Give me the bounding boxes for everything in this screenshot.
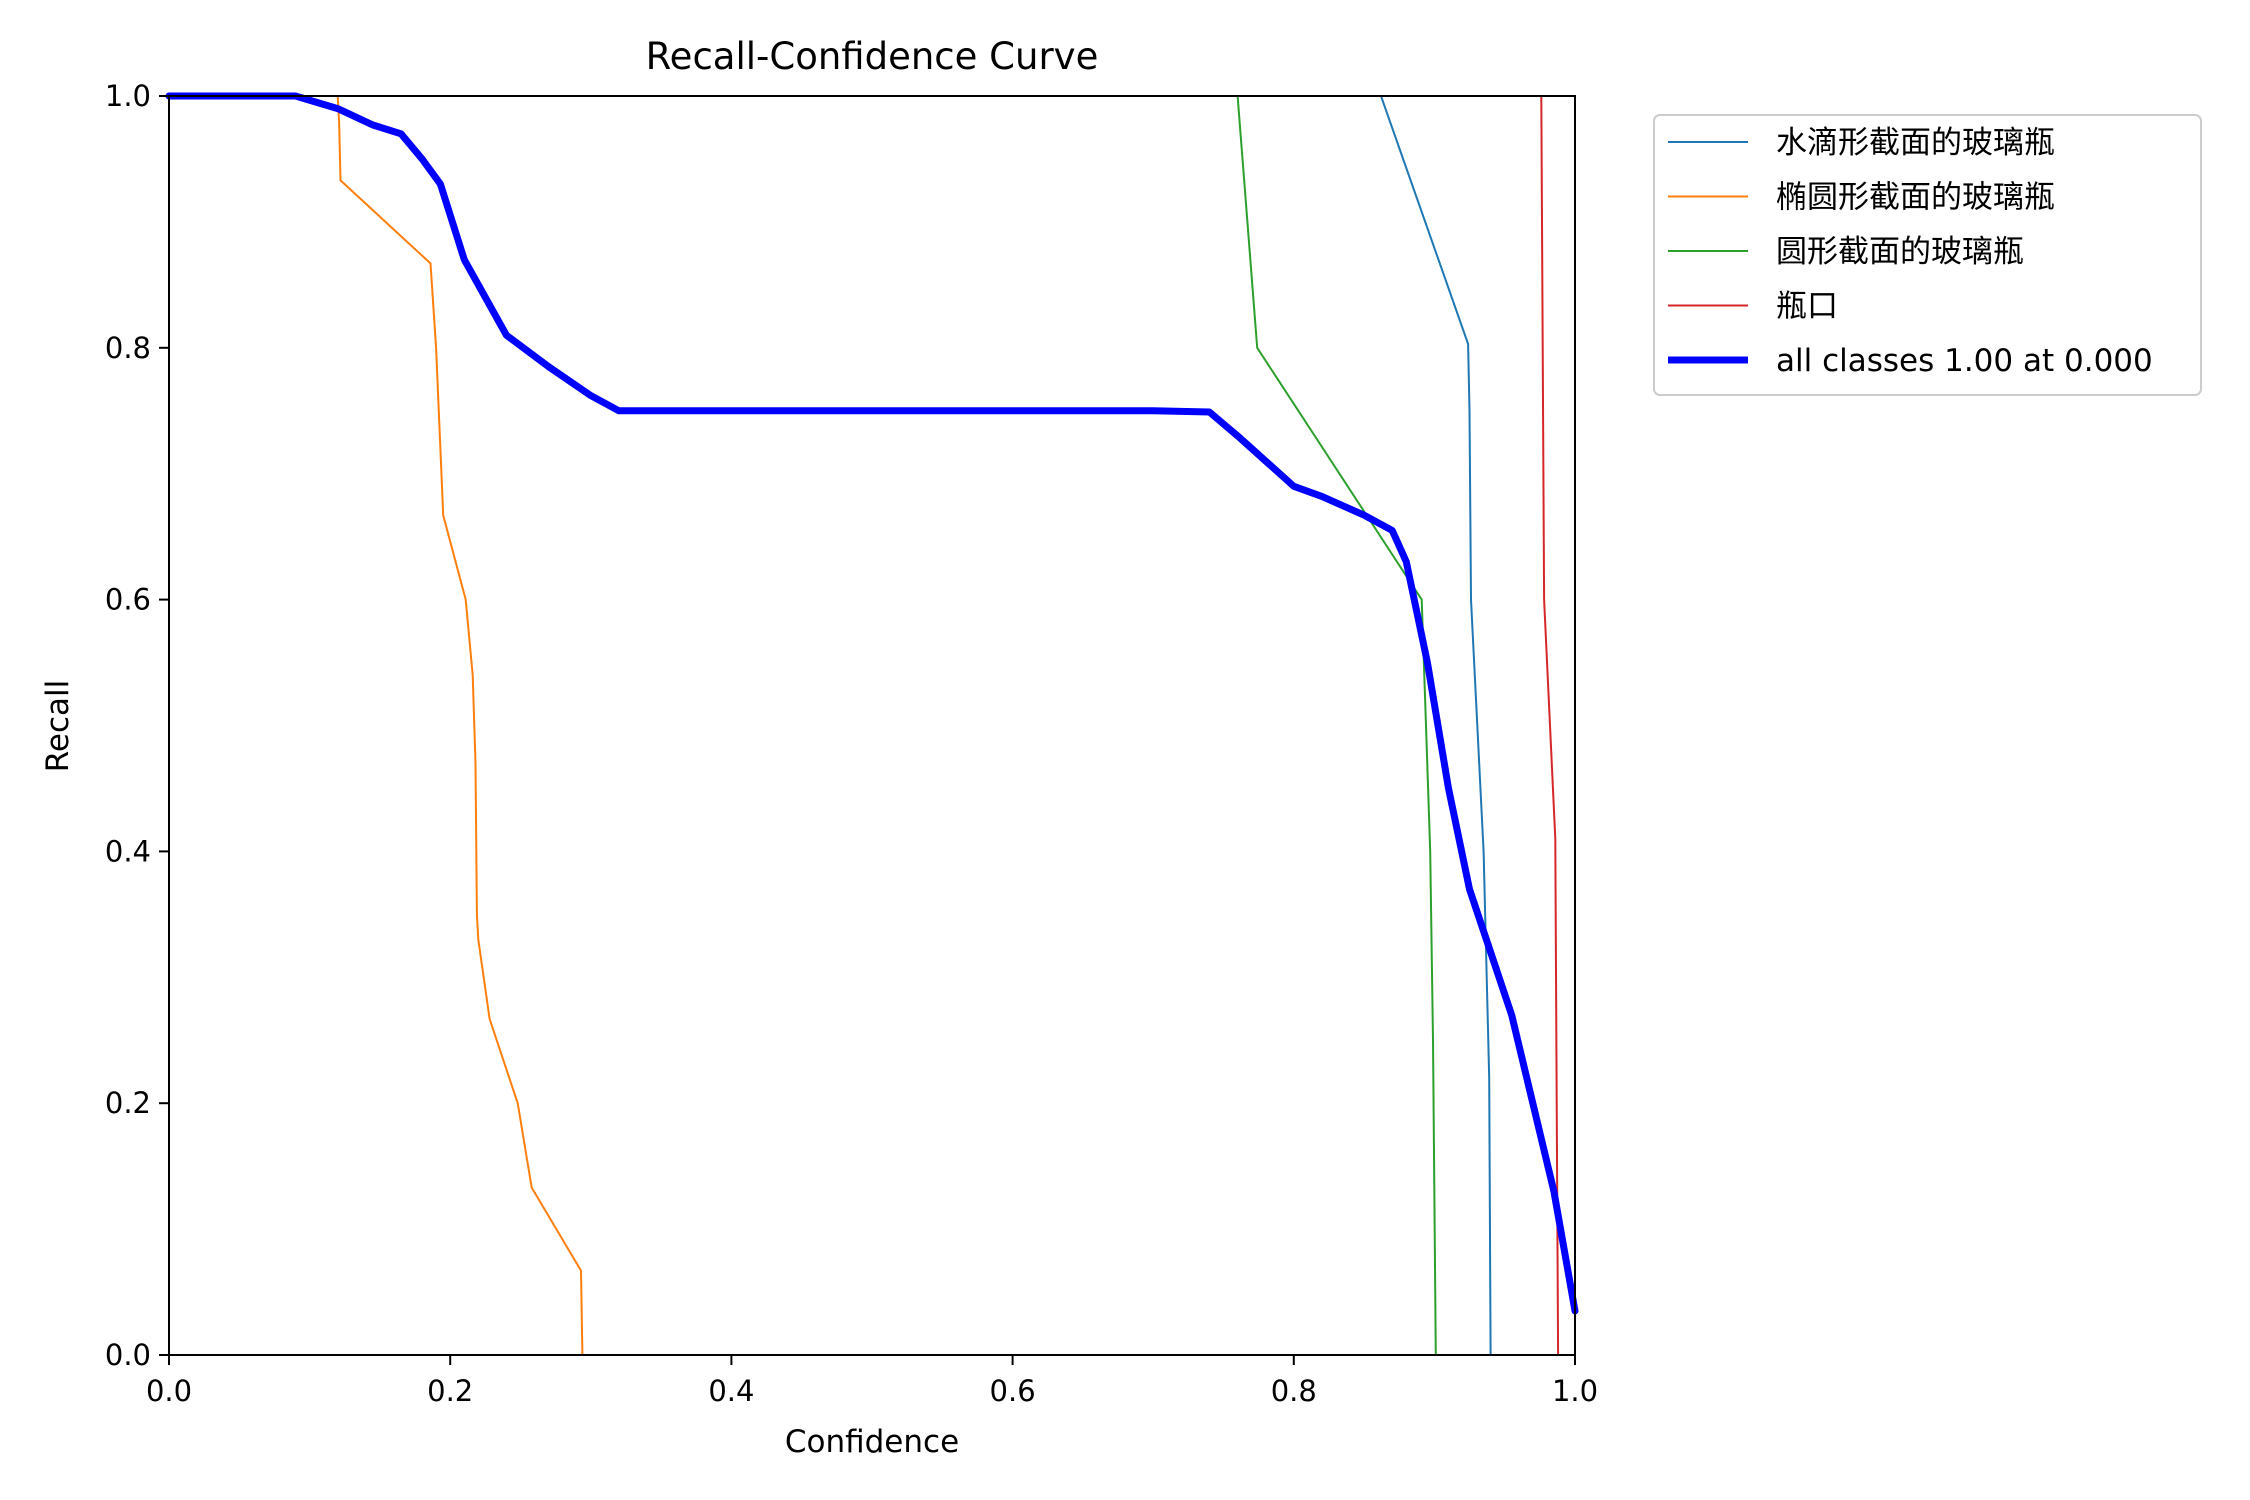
y-axis-label: Recall — [40, 680, 76, 773]
legend-label-5: all classes 1.00 at 0.000 — [1776, 343, 2153, 379]
series-line-1 — [168, 95, 1576, 1356]
plot-area-frame — [168, 95, 1576, 1356]
chart-title: Recall-Confidence Curve — [646, 35, 1099, 78]
y-tick-label: 0.0 — [105, 1338, 151, 1372]
x-axis-ticks: 0.0 0.2 0.4 0.6 0.8 1.0 — [146, 1355, 1598, 1408]
y-tick-label: 0.2 — [105, 1086, 151, 1120]
y-axis-ticks: 0.0 0.2 0.4 0.6 0.8 1.0 — [105, 79, 169, 1372]
y-tick-label: 0.4 — [105, 834, 151, 868]
legend-label-4: 瓶口 — [1776, 289, 1838, 325]
legend-label-2: 椭圆形截面的玻璃瓶 — [1776, 180, 2055, 216]
y-tick-label: 0.8 — [105, 331, 151, 365]
x-tick-label: 0.2 — [427, 1374, 473, 1408]
y-tick-label: 1.0 — [105, 79, 151, 113]
x-tick-label: 1.0 — [1552, 1374, 1598, 1408]
y-tick-label: 0.6 — [105, 583, 151, 617]
legend-frame — [1653, 114, 2202, 396]
series-line-5 — [165, 92, 1579, 1315]
series-line-2 — [168, 95, 1576, 1356]
x-axis-label: Confidence — [785, 1424, 959, 1460]
x-tick-label: 0.8 — [1271, 1374, 1317, 1408]
legend-label-3: 圆形截面的玻璃瓶 — [1776, 234, 2024, 270]
x-tick-label: 0.4 — [708, 1374, 754, 1408]
x-tick-label: 0.0 — [146, 1374, 192, 1408]
legend-label-1: 水滴形截面的玻璃瓶 — [1776, 125, 2055, 161]
series-line-3 — [168, 95, 1576, 1356]
x-tick-label: 0.6 — [990, 1374, 1036, 1408]
